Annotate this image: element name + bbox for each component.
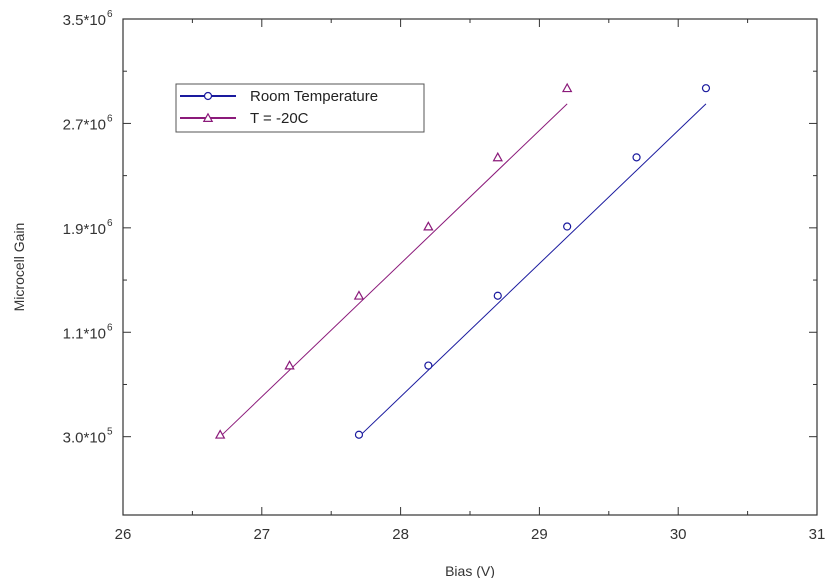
x-tick-label: 31 bbox=[809, 526, 826, 543]
circle-marker bbox=[563, 222, 572, 231]
triangle-marker bbox=[561, 82, 573, 93]
y-tick-label: 1.9*10 bbox=[63, 221, 106, 238]
x-axis: 26 27 28 29 30 31 bbox=[115, 19, 826, 543]
fit-line bbox=[358, 103, 707, 438]
y-tick-label: 3.0*10 bbox=[63, 430, 106, 447]
triangle-marker bbox=[202, 112, 214, 122]
x-tick-label: 28 bbox=[392, 526, 409, 543]
triangle-marker bbox=[492, 151, 503, 162]
triangle-marker bbox=[284, 360, 295, 370]
circle-marker bbox=[701, 84, 711, 93]
fit-line bbox=[219, 103, 568, 438]
y-tick-label: 3.5*10 bbox=[63, 12, 106, 29]
y-tick-label: 1.1*10 bbox=[63, 325, 106, 342]
y-axis: 3.0*10 51.1*10 61.9*10 62.7*10 63.5*10 6 bbox=[63, 9, 817, 447]
circle-marker bbox=[424, 361, 433, 370]
legend-box bbox=[175, 83, 425, 133]
series-layer bbox=[214, 82, 711, 439]
y-tick-exponent: 6 bbox=[107, 218, 113, 229]
y-tick-exponent: 6 bbox=[107, 9, 113, 20]
circle-marker bbox=[203, 91, 213, 101]
triangle-marker bbox=[353, 290, 365, 300]
x-tick-label: 30 bbox=[670, 526, 687, 543]
circle-marker bbox=[632, 153, 641, 162]
x-axis-title: Bias (V) bbox=[445, 563, 495, 578]
circle-marker bbox=[354, 430, 364, 439]
y-tick-exponent: 6 bbox=[107, 322, 113, 333]
circle-marker bbox=[493, 291, 502, 300]
series-room-temperature bbox=[354, 84, 711, 439]
x-tick-label: 27 bbox=[253, 526, 270, 543]
y-tick-exponent: 6 bbox=[107, 113, 113, 124]
legend-label: Room Temperature bbox=[250, 88, 378, 105]
series-t-minus-20c bbox=[214, 82, 573, 439]
x-tick-label: 29 bbox=[531, 526, 548, 543]
y-axis-title: Microcell Gain bbox=[11, 223, 27, 312]
triangle-marker bbox=[423, 221, 434, 231]
legend: Room Temperature T = -20C bbox=[175, 83, 425, 133]
legend-label: T = -20C bbox=[250, 110, 309, 127]
y-tick-exponent: 5 bbox=[107, 427, 113, 438]
y-tick-label: 2.7*10 bbox=[63, 116, 106, 133]
x-tick-label: 26 bbox=[115, 526, 132, 543]
triangle-marker bbox=[214, 429, 226, 439]
